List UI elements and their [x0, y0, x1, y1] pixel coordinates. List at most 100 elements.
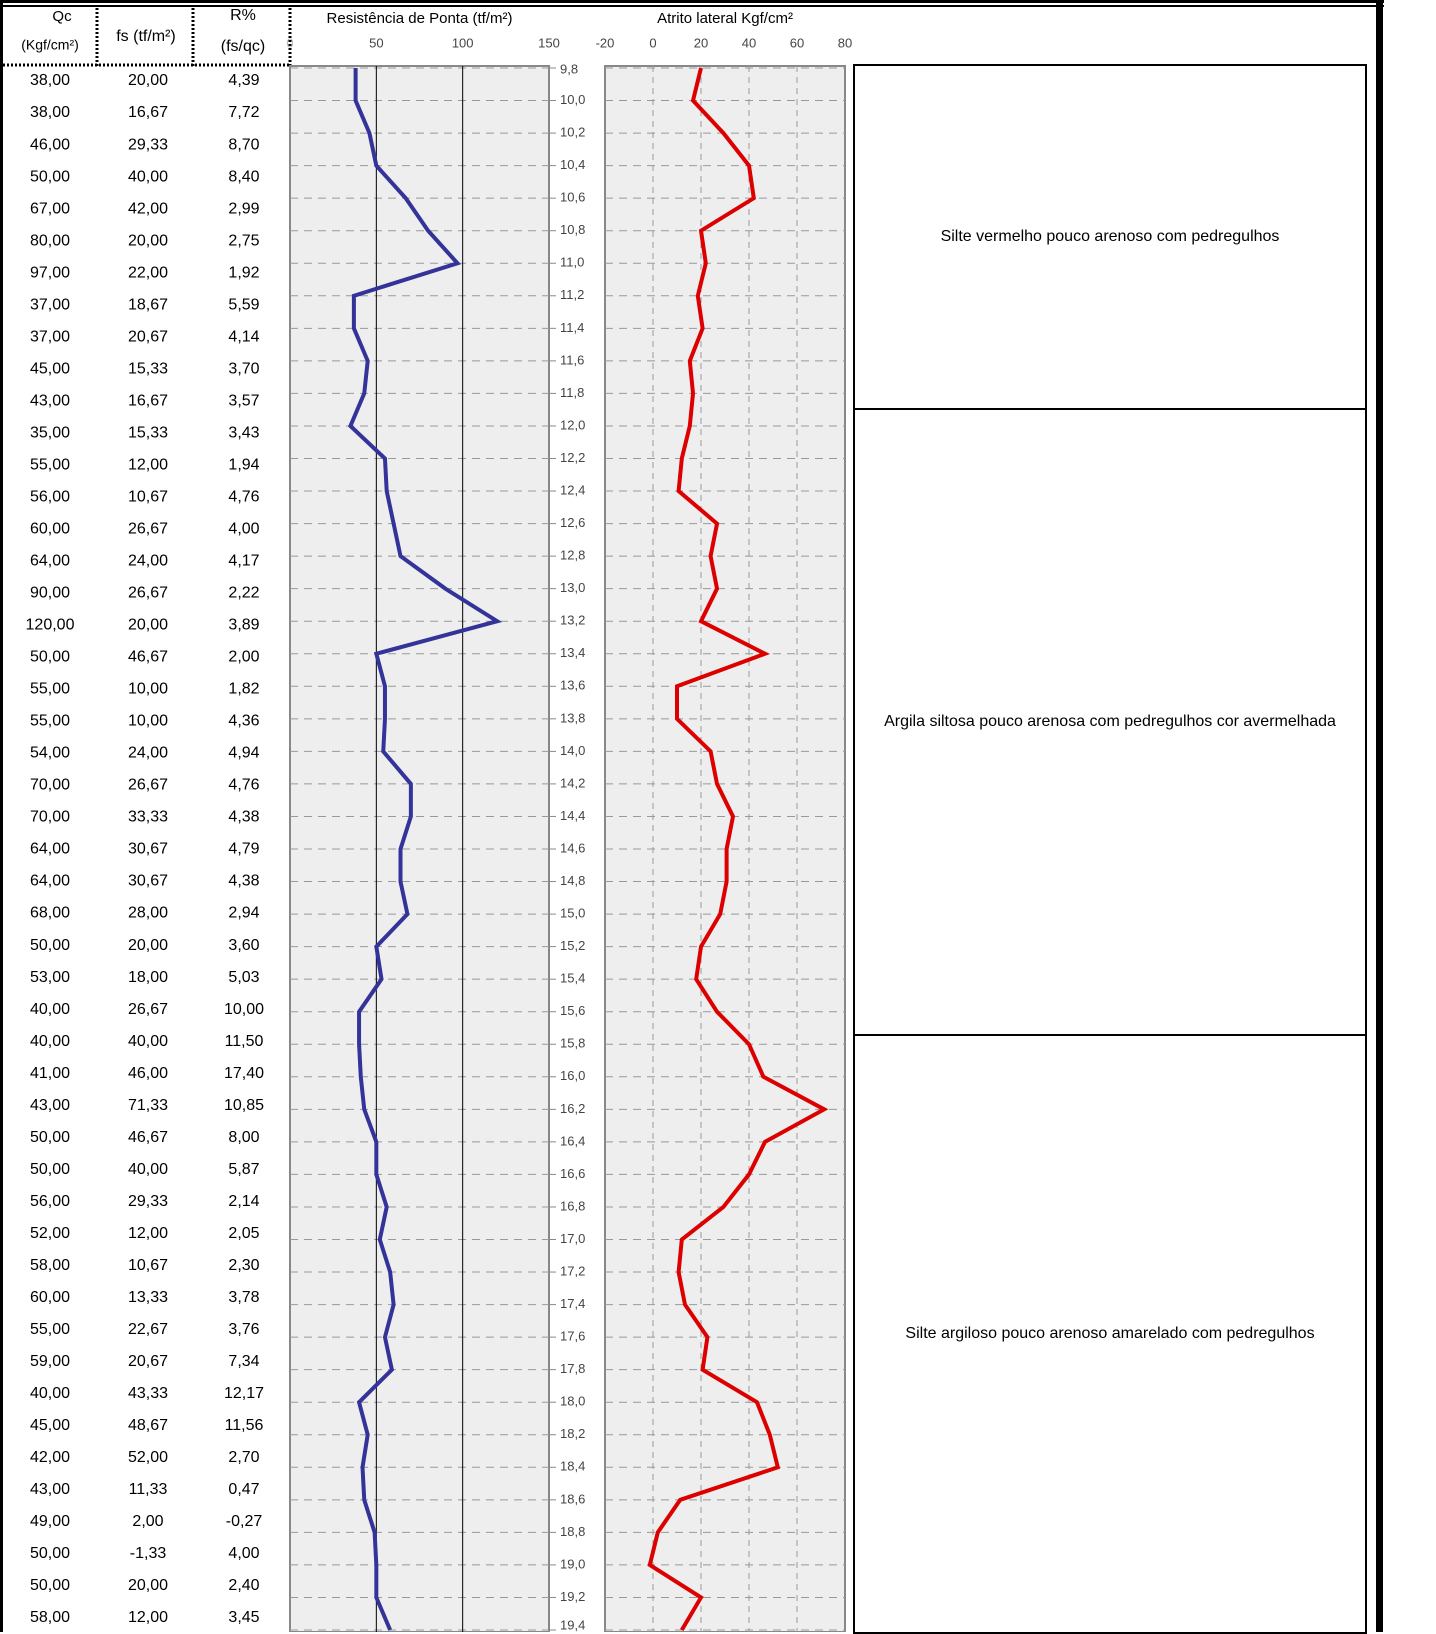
table-cell: 10,85 — [224, 1097, 264, 1114]
table-cell: 67,00 — [30, 200, 70, 217]
table-cell: 55,00 — [30, 713, 70, 730]
table-cell: 40,00 — [30, 1001, 70, 1018]
table-cell: 3,45 — [228, 1609, 259, 1626]
table-cell: 68,00 — [30, 905, 70, 922]
table-cell: 56,00 — [30, 1193, 70, 1210]
table-cell: 50,00 — [30, 649, 70, 666]
table-cell: 8,70 — [228, 136, 259, 153]
header: R% — [230, 7, 256, 24]
y-tick-label: 19,2 — [560, 1589, 585, 1604]
y-tick-label: 10,0 — [560, 92, 585, 107]
x-tick-label: 0 — [286, 35, 293, 50]
table-cell: 4,39 — [228, 72, 259, 89]
table-cell: 50,00 — [30, 1161, 70, 1178]
table-cell: -1,33 — [130, 1545, 167, 1562]
table-cell: 2,30 — [228, 1257, 259, 1274]
table-cell: 4,36 — [228, 713, 259, 730]
table-cell: 8,40 — [228, 168, 259, 185]
y-tick-label: 16,8 — [560, 1198, 585, 1213]
table-cell: 38,00 — [30, 104, 70, 121]
table-cell: 12,17 — [224, 1385, 264, 1402]
table-cell: 43,00 — [30, 392, 70, 409]
y-tick-label: 11,4 — [560, 320, 584, 335]
y-tick-label: 15,8 — [560, 1036, 585, 1051]
table-cell: 26,67 — [128, 777, 168, 794]
table-cell: 12,00 — [128, 456, 168, 473]
y-tick-label: 10,6 — [560, 190, 585, 205]
table-cell: 0,47 — [228, 1481, 259, 1498]
table-cell: 46,67 — [128, 1129, 168, 1146]
table-cell: 40,00 — [128, 1161, 168, 1178]
table-cell: 37,00 — [30, 328, 70, 345]
table-cell: 40,00 — [30, 1385, 70, 1402]
y-tick-label: 12,2 — [560, 450, 585, 465]
x-tick-label: 60 — [790, 35, 804, 50]
table-cell: 10,00 — [128, 713, 168, 730]
table-cell: 1,94 — [228, 456, 259, 473]
y-tick-label: 14,4 — [560, 808, 585, 823]
y-tick-label: 17,4 — [560, 1296, 585, 1311]
layer-box: Argila siltosa pouco arenosa com pedregu… — [853, 408, 1367, 1036]
table-cell: 40,00 — [30, 1033, 70, 1050]
table-cell: 45,00 — [30, 1417, 70, 1434]
table-cell: 20,00 — [128, 937, 168, 954]
table-cell: 15,33 — [128, 360, 168, 377]
table-cell: 17,40 — [224, 1065, 264, 1082]
table-cell: 40,00 — [128, 168, 168, 185]
table-cell: 18,00 — [128, 969, 168, 986]
table-cell: 20,00 — [128, 72, 168, 89]
table-cell: 70,00 — [30, 809, 70, 826]
y-tick-label: 18,8 — [560, 1524, 585, 1539]
table-cell: 40,00 — [128, 1033, 168, 1050]
header: fs (tf/m²) — [116, 28, 176, 45]
y-tick-label: 12,4 — [560, 482, 585, 497]
table-cell: 45,00 — [30, 360, 70, 377]
header-separators — [3, 8, 292, 67]
table-cell: 56,00 — [30, 488, 70, 505]
table-cell: 70,00 — [30, 777, 70, 794]
series-line — [647, 67, 829, 1632]
table-cell: 11,33 — [129, 1481, 168, 1498]
y-tick-label: 16,4 — [560, 1133, 585, 1148]
y-tick-label: 15,2 — [560, 938, 585, 953]
table-cell: 10,67 — [128, 1257, 168, 1274]
chart-title: Atrito lateral Kgf/cm² — [657, 10, 793, 27]
table-cell: 43,00 — [30, 1481, 70, 1498]
table-cell: 10,67 — [128, 488, 168, 505]
y-tick-label: 13,8 — [560, 710, 585, 725]
y-tick-label: 10,2 — [560, 125, 585, 140]
header: Qc — [52, 8, 72, 25]
table-cell: 3,70 — [228, 360, 259, 377]
table-cell: 2,99 — [228, 200, 259, 217]
table-cell: 22,00 — [128, 264, 168, 281]
y-tick-label: 17,6 — [560, 1329, 585, 1344]
table-cell: 7,34 — [228, 1353, 259, 1370]
table-cell: 20,67 — [128, 328, 168, 345]
chart-title: Resistência de Ponta (tf/m²) — [327, 10, 513, 27]
table-cell: 64,00 — [30, 873, 70, 890]
table-cell: 58,00 — [30, 1609, 70, 1626]
table-cell: 12,00 — [128, 1225, 168, 1242]
y-tick-label: 18,2 — [560, 1426, 585, 1441]
y-tick-label: 15,6 — [560, 1003, 585, 1018]
table-cell: 7,72 — [228, 104, 259, 121]
table-cell: 46,00 — [30, 136, 70, 153]
table-cell: 120,00 — [26, 617, 75, 634]
table-cell: 35,00 — [30, 424, 70, 441]
table-cell: 2,05 — [228, 1225, 259, 1242]
table-cell: 16,67 — [128, 392, 168, 409]
y-tick-label: 12,8 — [560, 548, 585, 563]
table-cell: 5,59 — [228, 296, 259, 313]
right-border — [1376, 0, 1383, 1632]
table-cell: 90,00 — [30, 585, 70, 602]
y-tick-label: 19,4 — [560, 1617, 585, 1632]
table-cell: 30,67 — [128, 873, 168, 890]
table-cell: 13,33 — [128, 1289, 168, 1306]
x-tick-label: 40 — [742, 35, 756, 50]
table-cell: 38,00 — [30, 72, 70, 89]
table-cell: 53,00 — [30, 969, 70, 986]
table-cell: 59,00 — [30, 1353, 70, 1370]
y-tick-label: 17,0 — [560, 1231, 585, 1246]
table-cell: 10,00 — [128, 681, 168, 698]
